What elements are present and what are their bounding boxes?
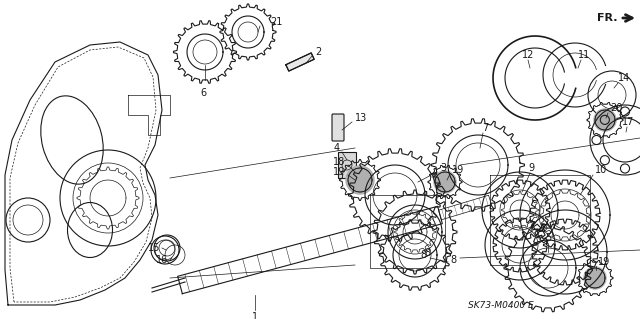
Text: 8: 8 bbox=[420, 250, 426, 260]
Polygon shape bbox=[346, 166, 374, 194]
Text: 12: 12 bbox=[522, 50, 534, 60]
Text: 20: 20 bbox=[610, 103, 622, 113]
Text: 8: 8 bbox=[424, 248, 430, 258]
Polygon shape bbox=[594, 109, 616, 131]
Text: SK73-M0400 E: SK73-M0400 E bbox=[468, 301, 534, 310]
Text: 18: 18 bbox=[333, 157, 345, 167]
Text: 7: 7 bbox=[482, 123, 488, 133]
Text: 17: 17 bbox=[622, 117, 634, 127]
Text: 14: 14 bbox=[618, 73, 630, 83]
FancyBboxPatch shape bbox=[338, 152, 356, 178]
Text: 2: 2 bbox=[315, 47, 321, 57]
FancyBboxPatch shape bbox=[332, 114, 344, 141]
Text: 10: 10 bbox=[595, 165, 607, 175]
Text: 3: 3 bbox=[440, 163, 446, 173]
Text: FR.: FR. bbox=[598, 13, 618, 23]
Text: 9: 9 bbox=[528, 163, 534, 173]
Text: 11: 11 bbox=[578, 50, 590, 60]
Text: 21: 21 bbox=[270, 17, 282, 27]
Text: 1: 1 bbox=[252, 312, 258, 319]
Text: 19: 19 bbox=[598, 257, 611, 267]
Polygon shape bbox=[286, 53, 314, 71]
Polygon shape bbox=[584, 267, 606, 289]
Text: 15: 15 bbox=[148, 243, 160, 253]
Text: 4: 4 bbox=[334, 143, 340, 153]
Text: 6: 6 bbox=[200, 88, 206, 98]
Text: 16: 16 bbox=[156, 255, 168, 265]
Text: 5: 5 bbox=[545, 233, 551, 243]
Text: 13: 13 bbox=[355, 113, 367, 123]
Text: 19: 19 bbox=[452, 165, 464, 175]
Text: 19: 19 bbox=[333, 167, 345, 177]
Polygon shape bbox=[434, 171, 456, 193]
Text: 8: 8 bbox=[450, 255, 456, 265]
